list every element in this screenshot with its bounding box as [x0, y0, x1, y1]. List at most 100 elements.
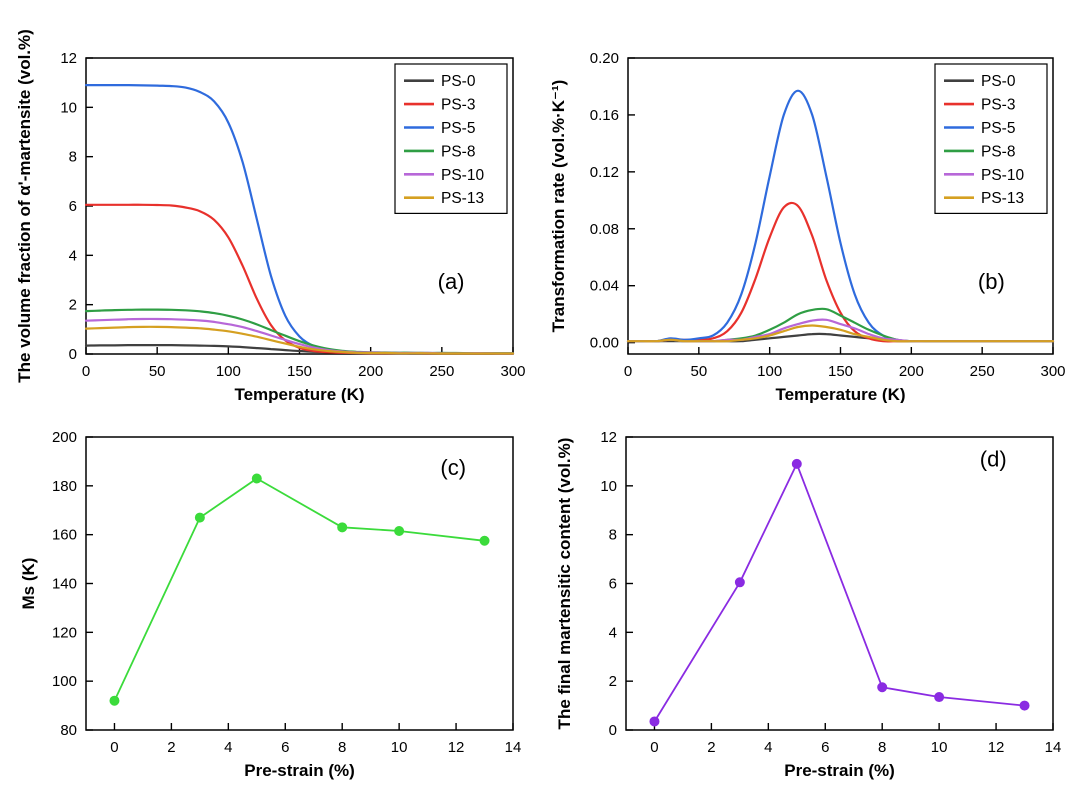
- x-tick-label: 6: [281, 739, 289, 756]
- legend-label: PS-8: [441, 143, 475, 160]
- x-tick-label: 150: [828, 363, 853, 380]
- y-axis-label: Ms (K): [19, 558, 38, 610]
- y-tick-label: 0.12: [590, 164, 619, 181]
- y-tick-label: 0: [69, 346, 77, 363]
- data-point-final-martensitic-content: [734, 577, 745, 588]
- x-tick-label: 14: [1045, 739, 1062, 756]
- y-tick-label: 160: [52, 527, 77, 544]
- panel-label: (b): [978, 269, 1005, 294]
- legend-label: PS-5: [441, 120, 475, 137]
- x-tick-label: 12: [988, 739, 1005, 756]
- data-point-Ms: [194, 512, 205, 523]
- panel-c: 0 2 4 6 8 10 12 14 80 100 120 140 160 180 200 Pre-strai…: [0, 403, 540, 806]
- y-tick-label: 10: [60, 99, 77, 116]
- data-point-Ms: [251, 473, 262, 484]
- x-tick-label: 0: [624, 363, 632, 380]
- panel-d: 0 2 4 6 8 10 12 14 0 2 4 6 8 10 12 Pre-strain (%) The fi…: [540, 403, 1080, 806]
- legend: PS-0 PS-3 PS-5 PS-8 PS-10 PS-13: [934, 63, 1048, 214]
- x-tick-label: 14: [505, 739, 522, 756]
- y-tick-label: 0.08: [590, 221, 619, 238]
- plot-frame: [625, 436, 1054, 731]
- legend-label: PS-10: [441, 167, 484, 184]
- series-line-Ms: [113, 477, 486, 702]
- data-point-Ms: [337, 522, 348, 533]
- y-axis-label: The final martensitic content (vol.%): [555, 438, 574, 730]
- y-tick-label: 0.20: [590, 50, 619, 67]
- legend-box: [934, 63, 1048, 214]
- data-point-Ms: [479, 535, 490, 546]
- x-tick-label: 0: [110, 739, 118, 756]
- legend-label: PS-10: [981, 167, 1024, 184]
- legend-label: PS-0: [441, 73, 476, 90]
- y-tick-label: 100: [52, 673, 77, 690]
- x-tick-label: 200: [899, 363, 924, 380]
- x-tick-label: 100: [757, 363, 782, 380]
- panel-label: (c): [440, 455, 466, 480]
- panel-a: 0 50 100 150 200 250 300 0 2 4 6 8 10 12 Temperature (…: [0, 0, 540, 403]
- x-tick-label: 100: [216, 363, 241, 380]
- data-point-Ms: [109, 695, 120, 706]
- x-tick-label: 4: [764, 739, 772, 756]
- x-tick-label: 300: [500, 363, 525, 380]
- panel-label: (d): [980, 446, 1007, 471]
- x-axis-label: Temperature (K): [775, 385, 905, 403]
- y-tick-label: 12: [600, 429, 617, 446]
- data-point-final-martensitic-content: [877, 682, 888, 693]
- panel-b: 0 50 100 150 200 250 300 0.00 0.04 0.08 0.12 0.16 0.…: [540, 0, 1080, 403]
- series-line-PS-13: [84, 325, 515, 355]
- data-point-Ms: [394, 526, 405, 537]
- x-tick-label: 2: [707, 739, 715, 756]
- legend-label: PS-3: [441, 97, 475, 114]
- plot-frame: [85, 436, 514, 731]
- x-tick-label: 200: [358, 363, 383, 380]
- x-tick-label: 10: [931, 739, 948, 756]
- x-tick-label: 250: [429, 363, 454, 380]
- data-point-final-martensitic-content: [934, 692, 945, 703]
- y-tick-label: 80: [60, 722, 77, 739]
- y-tick-label: 8: [609, 527, 617, 544]
- legend: PS-0 PS-3 PS-5 PS-8 PS-10 PS-13: [394, 63, 508, 214]
- y-tick-label: 120: [52, 624, 77, 641]
- x-tick-label: 50: [149, 363, 166, 380]
- y-tick-label: 180: [52, 478, 77, 495]
- x-tick-label: 8: [878, 739, 886, 756]
- legend-label: PS-0: [981, 73, 1016, 90]
- x-tick-label: 10: [391, 739, 408, 756]
- panel-d-plot: 0 2 4 6 8 10 12 14 0 2 4 6 8 10 12 Pre-strain (%) The fi…: [555, 429, 1062, 780]
- legend-label: PS-5: [981, 120, 1015, 137]
- x-tick-label: 0: [650, 739, 658, 756]
- y-tick-label: 2: [609, 673, 617, 690]
- legend-label: PS-13: [441, 190, 484, 207]
- y-tick-label: 4: [69, 247, 77, 264]
- y-tick-label: 140: [52, 576, 77, 593]
- panel-c-plot: 0 2 4 6 8 10 12 14 80 100 120 140 160 180 200 Pre-strai…: [19, 429, 522, 780]
- x-tick-label: 4: [224, 739, 232, 756]
- y-tick-label: 0.04: [590, 278, 619, 295]
- y-tick-label: 200: [52, 429, 77, 446]
- panel-b-plot: 0 50 100 150 200 250 300 0.00 0.04 0.08 0.12 0.16 0.…: [549, 50, 1066, 403]
- x-axis-label: Pre-strain (%): [244, 761, 355, 780]
- y-tick-label: 2: [69, 297, 77, 314]
- x-tick-label: 8: [338, 739, 346, 756]
- x-tick-label: 250: [970, 363, 995, 380]
- y-axis-label: The volume fraction of α'-martensite (vo…: [15, 29, 34, 383]
- x-axis-label: Pre-strain (%): [784, 761, 895, 780]
- legend-label: PS-13: [981, 190, 1024, 207]
- x-tick-label: 50: [690, 363, 707, 380]
- y-tick-label: 4: [609, 624, 617, 641]
- legend-label: PS-8: [981, 143, 1015, 160]
- x-tick-label: 0: [82, 363, 90, 380]
- y-tick-label: 6: [69, 198, 77, 215]
- data-point-final-martensitic-content: [649, 716, 660, 727]
- x-tick-label: 150: [287, 363, 312, 380]
- data-point-final-martensitic-content: [791, 458, 802, 469]
- y-tick-label: 12: [60, 50, 77, 67]
- panel-a-plot: 0 50 100 150 200 250 300 0 2 4 6 8 10 12 Temperature (…: [15, 29, 526, 403]
- y-axis-label: Transformation rate (vol.%·K⁻¹): [549, 80, 568, 333]
- x-tick-label: 12: [448, 739, 465, 756]
- series-line-final-martensitic-content: [653, 463, 1026, 723]
- y-tick-label: 0.16: [590, 107, 619, 124]
- data-point-final-martensitic-content: [1019, 700, 1030, 711]
- x-tick-label: 2: [167, 739, 175, 756]
